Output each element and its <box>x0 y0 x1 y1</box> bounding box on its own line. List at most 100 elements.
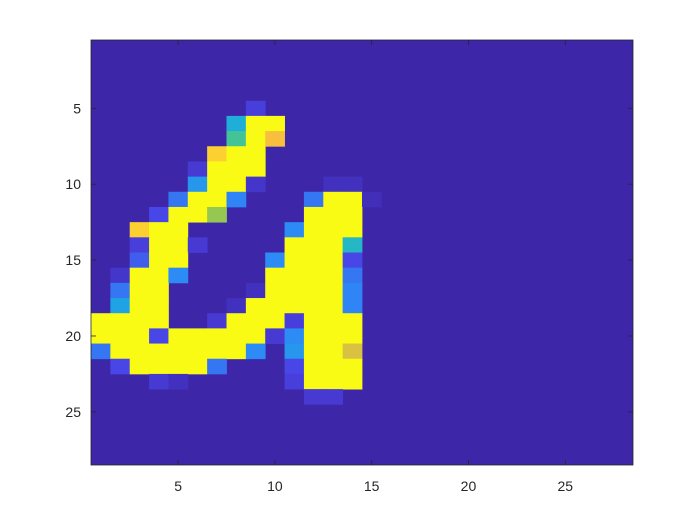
heatmap-cell <box>303 328 324 344</box>
heatmap-cell <box>91 328 111 344</box>
heatmap-cell <box>226 298 247 314</box>
heatmap-cell <box>323 373 344 390</box>
heatmap-cell <box>342 358 363 375</box>
heatmap-cell <box>110 298 131 314</box>
heatmap-cell <box>149 282 169 299</box>
heatmap-cell <box>226 313 247 329</box>
heatmap-cell <box>342 343 363 360</box>
heatmap-cell <box>226 115 247 132</box>
heatmap-cell <box>226 343 247 360</box>
heatmap-cell <box>187 176 208 193</box>
heatmap-cell <box>129 252 150 269</box>
heatmap-cell <box>245 146 266 162</box>
heatmap-cell <box>323 237 344 253</box>
heatmap-cell <box>91 313 111 329</box>
heatmap-cell <box>207 313 227 329</box>
heatmap-cell <box>303 298 324 314</box>
heatmap-cell <box>245 282 266 299</box>
heatmap-cell <box>91 343 111 360</box>
heatmap-cell <box>207 343 227 360</box>
heatmap-cell <box>323 358 344 375</box>
heatmap-cell <box>207 358 227 375</box>
heatmap-cell <box>323 267 344 284</box>
heatmap-cell <box>110 313 131 329</box>
heatmap-cell <box>129 267 150 284</box>
heatmap-cell <box>303 313 324 329</box>
heatmap-cell <box>323 389 344 405</box>
heatmap-cell <box>226 328 247 344</box>
heatmap-cell <box>284 222 305 238</box>
y-tick-label: 5 <box>73 100 81 116</box>
heatmap-cell <box>168 328 189 344</box>
heatmap-cell <box>342 298 363 314</box>
x-tick-label: 25 <box>557 478 573 494</box>
heatmap-cell <box>362 191 382 208</box>
heatmap-cell <box>323 313 344 329</box>
heatmap-cell <box>284 237 305 253</box>
heatmap-cell <box>342 313 363 329</box>
heatmap-cell <box>342 373 363 390</box>
heatmap-cell <box>226 161 247 178</box>
heatmap-cell <box>226 176 247 193</box>
heatmap-cell <box>168 222 189 238</box>
heatmap-cell <box>207 191 227 208</box>
heatmap-cell <box>187 161 208 178</box>
heatmap-cell <box>149 313 169 329</box>
heatmap-cell <box>265 328 285 344</box>
heatmap-cell <box>245 328 266 344</box>
heatmap-cell <box>207 206 227 223</box>
heatmap-cell <box>245 161 266 178</box>
heatmap-cell <box>226 191 247 208</box>
heatmap-cell <box>342 252 363 269</box>
heatmap-cell <box>323 252 344 269</box>
heatmap-cell <box>284 313 305 329</box>
heatmap-cell <box>323 298 344 314</box>
heatmap-cell <box>303 358 324 375</box>
heatmap-cell <box>149 252 169 269</box>
heatmap-cell <box>129 237 150 253</box>
heatmap-cell <box>149 328 169 344</box>
heatmap-cell <box>110 358 131 375</box>
y-tick-label: 15 <box>65 252 81 268</box>
heatmap-cell <box>187 237 208 253</box>
heatmap-cells <box>91 100 382 405</box>
heatmap-cell <box>168 267 189 284</box>
heatmap-cell <box>284 373 305 390</box>
heatmap-cell <box>245 313 266 329</box>
heatmap-cell <box>149 373 169 390</box>
heatmap-cell <box>342 237 363 253</box>
heatmap-cell <box>110 328 131 344</box>
heatmap-cell <box>284 358 305 375</box>
heatmap-cell <box>110 282 131 299</box>
heatmap-cell <box>187 358 208 375</box>
heatmap-cell <box>245 176 266 193</box>
heatmap-cell <box>323 191 344 208</box>
y-tick-label: 25 <box>65 404 81 420</box>
heatmap-cell <box>323 282 344 299</box>
heatmap-cell <box>303 222 324 238</box>
heatmap-cell <box>207 176 227 193</box>
heatmap-cell <box>265 313 285 329</box>
heatmap-cell <box>149 237 169 253</box>
heatmap-cell <box>110 267 131 284</box>
heatmap-cell <box>284 252 305 269</box>
y-tick-label: 20 <box>65 328 81 344</box>
x-tick-label: 15 <box>364 478 380 494</box>
x-tick-label: 5 <box>174 478 182 494</box>
axis-ticks: 5 10 15 20 25 5 10 15 20 25 <box>65 40 633 494</box>
heatmap-cell <box>129 358 150 375</box>
heatmap-cell <box>303 191 324 208</box>
heatmap-cell <box>168 206 189 223</box>
heatmap-cell <box>129 222 150 238</box>
heatmap-cell <box>245 298 266 314</box>
heatmap-cell <box>129 282 150 299</box>
heatmap-cell <box>342 267 363 284</box>
heatmap-cell <box>342 191 363 208</box>
heatmap-cell <box>284 298 305 314</box>
heatmap-cell <box>323 206 344 223</box>
heatmap-cell <box>168 373 189 390</box>
heatmap-cell <box>284 267 305 284</box>
heatmap-cell <box>245 115 266 132</box>
y-tick-label: 10 <box>65 176 81 192</box>
heatmap-cell <box>129 313 150 329</box>
